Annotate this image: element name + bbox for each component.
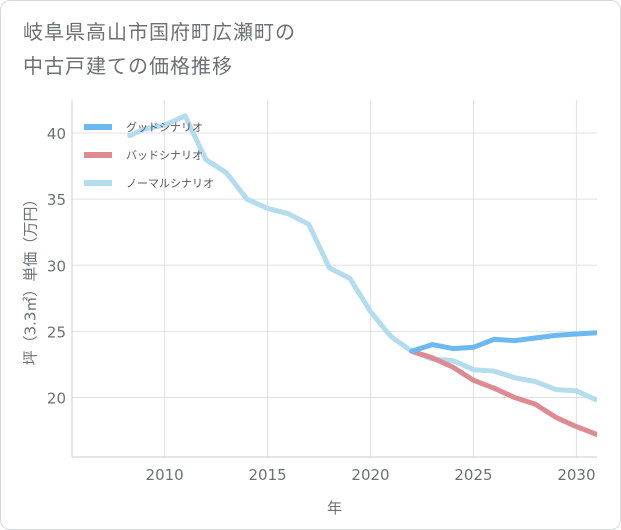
- legend-label-bad: バッドシナリオ: [126, 149, 203, 162]
- y-tick-label-30: 30: [47, 257, 66, 275]
- x-tick-label-2025: 2025: [454, 466, 492, 484]
- x-tick-label-2020: 2020: [351, 466, 389, 484]
- series-lines: [127, 113, 597, 437]
- series-line-normal: [127, 113, 597, 403]
- y-tick-label-20: 20: [47, 390, 66, 408]
- y-axis-label: 坪（3.3㎡）単価（万円）: [22, 192, 40, 366]
- x-tick-label-2030: 2030: [557, 466, 595, 484]
- chart-title-line-1: 岐阜県高山市国府町広瀬町の: [23, 20, 296, 44]
- plot-frame: [71, 100, 597, 458]
- series-line-bad: [409, 348, 597, 437]
- chart-title: 岐阜県高山市国府町広瀬町の 中古戸建ての価格推移: [23, 15, 296, 83]
- x-axis-ticks: 2010 2015 2020 2025 2030: [146, 466, 596, 484]
- x-axis-label: 年: [327, 499, 342, 517]
- series-line-good: [409, 330, 597, 354]
- y-axis-ticks: 20 25 30 35 40: [47, 125, 66, 407]
- grid-lines: [72, 100, 597, 457]
- y-tick-label-35: 35: [47, 191, 66, 209]
- legend-label-good: グッドシナリオ: [126, 120, 203, 134]
- y-tick-label-40: 40: [47, 125, 66, 143]
- chart-title-line-2: 中古戸建ての価格推移: [23, 54, 233, 78]
- x-tick-label-2010: 2010: [146, 466, 184, 484]
- y-tick-label-25: 25: [47, 323, 66, 341]
- legend-label-normal: ノーマルシナリオ: [126, 177, 214, 190]
- x-tick-label-2015: 2015: [248, 466, 286, 484]
